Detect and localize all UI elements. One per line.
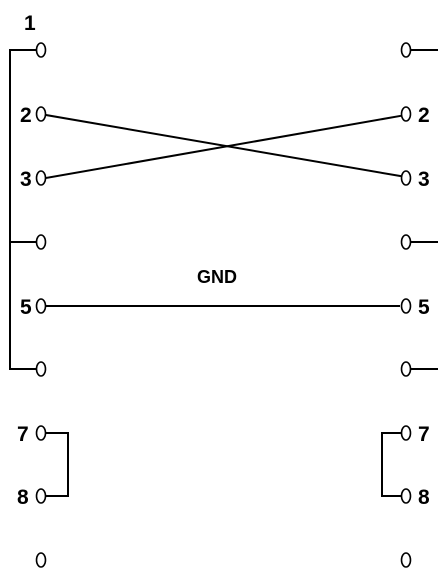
right-pin-3-label: 3 [418,168,430,191]
right-pin-7-label: 7 [418,423,430,446]
left-pin-3-label: 3 [20,168,32,191]
right-pin-5-label: 5 [418,296,430,319]
cross-wire-2-to-3 [44,113,402,178]
left-pin-8 [35,488,47,504]
right-pin-4 [400,234,412,250]
right-pin-2-label: 2 [418,104,430,127]
right-pin-1 [400,42,412,58]
left-pin-5-label: 5 [20,296,32,319]
left-pin-2-label: 2 [20,104,32,127]
left-pin-4 [35,234,47,250]
right-pin-8 [400,488,412,504]
left-pin-5 [35,298,47,314]
right-pin-7 [400,425,412,441]
left-pin-1 [35,42,47,58]
right-pin-3 [400,170,412,186]
left-pin-8-label: 8 [17,486,29,509]
left-pin-7-label: 7 [17,423,29,446]
right-pin-2 [400,106,412,122]
cross-wire-3-to-2 [44,114,402,180]
left-pin-7 [35,425,47,441]
left-pin-9 [35,552,47,568]
right-pin-5 [400,298,412,314]
left-pin-6 [35,361,47,377]
left-pin-2 [35,106,47,122]
left-pin-3 [35,170,47,186]
right-pin-6 [400,361,412,377]
gnd-label: GND [197,267,237,287]
right-pin-9 [400,552,412,568]
left-pin-1-label: 1 [24,12,36,35]
right-pin-8-label: 8 [418,486,430,509]
